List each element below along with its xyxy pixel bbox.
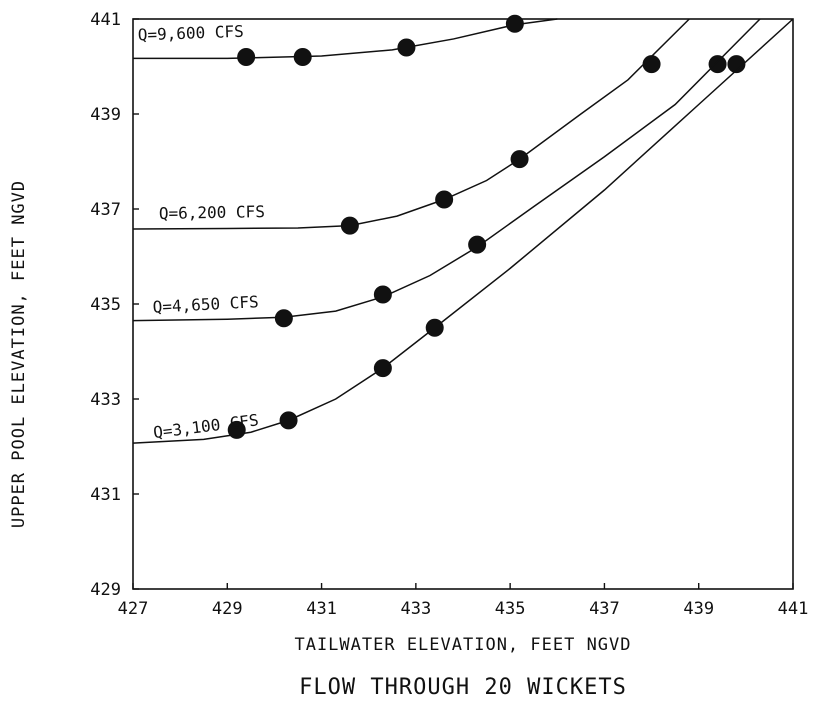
data-point-3-4 bbox=[727, 55, 746, 74]
x-tick-label: 433 bbox=[400, 599, 431, 619]
y-tick-label: 441 bbox=[90, 10, 121, 30]
y-tick-label: 429 bbox=[90, 580, 121, 600]
data-point-1-1 bbox=[237, 48, 256, 66]
y-tick-label: 431 bbox=[90, 485, 121, 505]
x-tick-label: 437 bbox=[589, 599, 620, 619]
data-point-1-2 bbox=[293, 48, 312, 66]
x-tick-label: 431 bbox=[306, 599, 337, 619]
x-axis-ticks: 427 429 431 433 435 437 439 441 bbox=[118, 583, 809, 619]
data-point-4-4 bbox=[425, 318, 444, 337]
data-point-4-1 bbox=[227, 420, 246, 439]
data-point-2-4 bbox=[642, 55, 661, 74]
data-point-2-1 bbox=[340, 216, 359, 235]
data-point-3-3 bbox=[468, 235, 487, 254]
data-point-2-2 bbox=[435, 190, 454, 209]
y-tick-label: 439 bbox=[90, 105, 121, 125]
y-tick-label: 433 bbox=[90, 390, 121, 410]
series-3: Q=4,650 CFS bbox=[132, 18, 761, 328]
y-tick-label: 435 bbox=[90, 295, 121, 315]
series-label-1: Q=9,600 CFS bbox=[137, 22, 244, 45]
x-tick-label: 441 bbox=[778, 599, 809, 619]
series-curve-3 bbox=[132, 18, 761, 322]
series-label-2: Q=6,200 CFS bbox=[159, 202, 265, 223]
series-layer: Q=9,600 CFS Q=6,200 CFS Q=4,650 CFS Q=3,100… bbox=[132, 14, 794, 444]
chart-title: FLOW THROUGH 20 WICKETS bbox=[299, 675, 627, 700]
data-point-3-1 bbox=[274, 309, 293, 328]
series-1: Q=9,600 CFS bbox=[133, 14, 558, 66]
data-point-1-4 bbox=[505, 14, 524, 33]
data-point-4-3 bbox=[373, 359, 392, 378]
y-tick-label: 437 bbox=[90, 200, 121, 220]
x-tick-label: 435 bbox=[495, 599, 526, 619]
data-point-2-3 bbox=[510, 150, 529, 169]
series-label-4: Q=3,100 CFS bbox=[152, 410, 259, 442]
x-tick-label: 439 bbox=[683, 599, 714, 619]
data-point-1-3 bbox=[397, 38, 416, 57]
x-tick-label: 429 bbox=[212, 599, 243, 619]
data-point-2-5 bbox=[708, 55, 727, 74]
x-tick-label: 427 bbox=[118, 599, 149, 619]
series-4: Q=3,100 CFS bbox=[132, 18, 794, 444]
data-point-3-2 bbox=[373, 285, 392, 304]
series-label-3: Q=4,650 CFS bbox=[152, 292, 259, 317]
series-2: Q=6,200 CFS bbox=[132, 18, 727, 235]
series-curve-4 bbox=[132, 18, 794, 444]
x-axis-title: TAILWATER ELEVATION, FEET NGVD bbox=[294, 635, 631, 655]
y-axis-ticks: 429 431 433 435 437 439 441 bbox=[90, 10, 139, 600]
data-point-4-2 bbox=[279, 411, 298, 430]
y-axis-title: UPPER POOL ELEVATION, FEET NGVD bbox=[9, 180, 29, 528]
